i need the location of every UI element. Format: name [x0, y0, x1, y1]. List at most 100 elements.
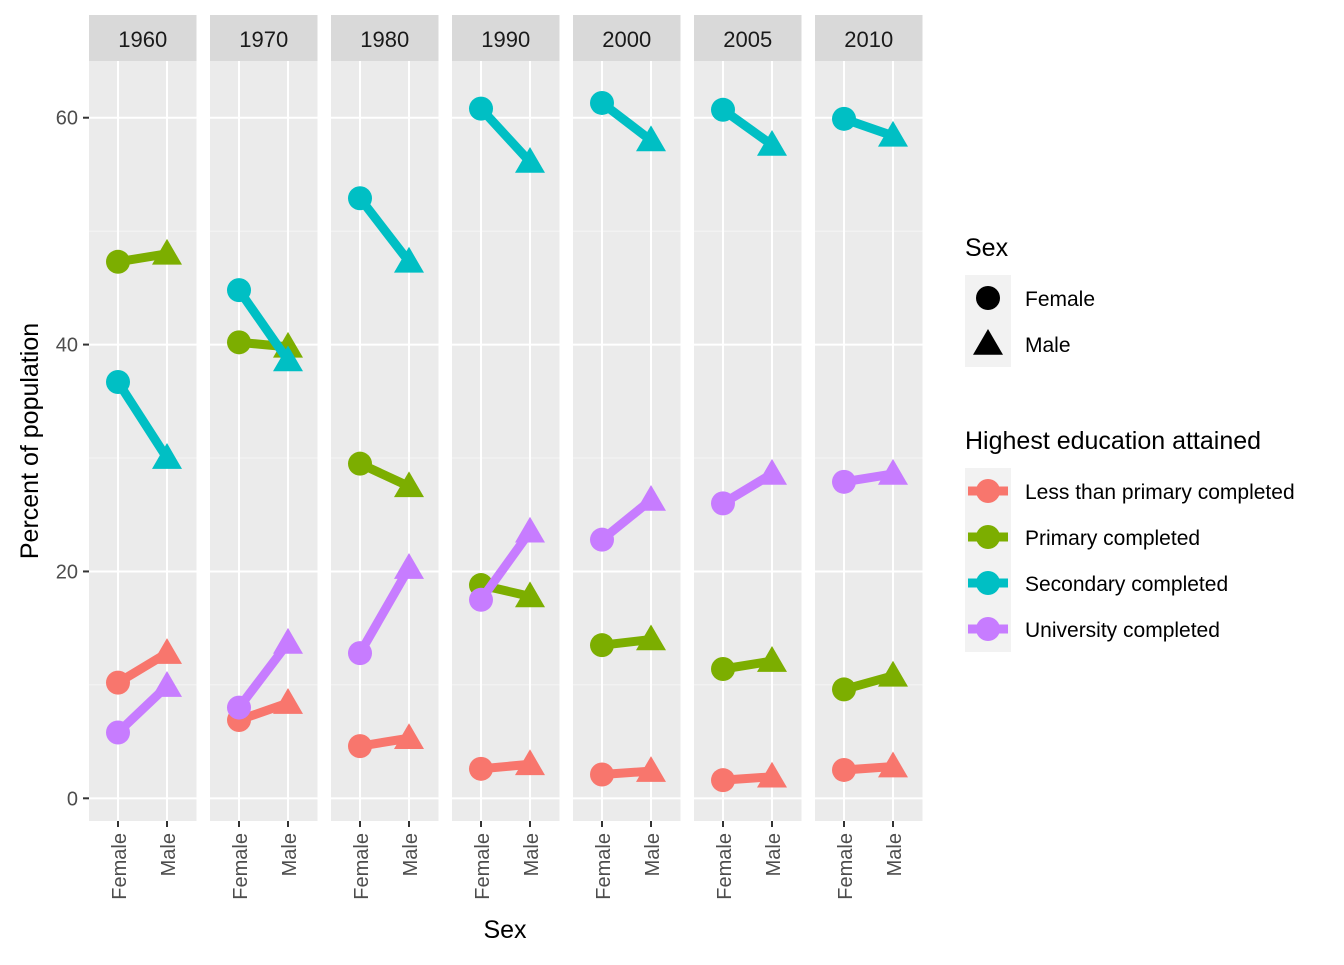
data-point-female — [832, 757, 856, 782]
panel-background — [452, 61, 560, 821]
facet-strip-2005 — [694, 15, 802, 61]
series-line — [477, 529, 534, 603]
data-point-female — [106, 249, 130, 274]
x-tick-label: Female — [714, 833, 736, 900]
x-tick-label: Female — [472, 833, 494, 900]
data-point-female — [469, 587, 493, 612]
legend-label: Female — [1025, 288, 1095, 311]
data-point-male — [878, 458, 908, 485]
y-tick-label: 40 — [56, 335, 78, 357]
data-point-female — [711, 491, 735, 516]
legend-key-male — [973, 329, 1003, 355]
data-point-male — [757, 761, 787, 788]
data-point-male — [636, 756, 666, 782]
data-point-male — [152, 443, 182, 469]
facet-panel-1980: 1980 Female Male — [331, 15, 439, 900]
facet-strip-2000 — [573, 15, 681, 61]
legend-label: University completed — [1025, 619, 1220, 642]
legend-key-point — [976, 571, 1000, 595]
facet-strip-label: 1970 — [239, 27, 288, 52]
color-legend: Highest education attained Less than prim… — [965, 427, 1295, 652]
data-point-female — [227, 278, 251, 303]
x-tick-label: Male — [400, 833, 422, 876]
data-point-female — [832, 469, 856, 494]
color-legend-title: Highest education attained — [965, 427, 1261, 455]
facet-strip-1990 — [452, 15, 560, 61]
data-point-female — [590, 527, 614, 552]
data-point-female — [227, 330, 251, 355]
facet-strip-label: 1960 — [118, 27, 167, 52]
panel-background — [573, 61, 681, 821]
facet-strip-1960 — [89, 15, 197, 61]
data-point-male — [757, 129, 787, 156]
legend-label: Male — [1025, 334, 1071, 357]
x-tick-label: Male — [763, 833, 785, 876]
data-point-male — [757, 458, 787, 485]
data-point-male — [152, 671, 182, 697]
data-point-female — [106, 670, 130, 695]
x-tick-label: Male — [642, 833, 664, 876]
data-point-male — [515, 146, 545, 173]
data-point-male — [515, 516, 545, 543]
x-tick-label: Male — [279, 833, 301, 876]
data-point-female — [348, 186, 372, 211]
shape-legend: Sex Female Male — [965, 234, 1095, 367]
legend-label: Less than primary completed — [1025, 481, 1295, 504]
y-tick-label: 60 — [56, 108, 78, 130]
data-point-male — [515, 581, 545, 608]
data-point-female — [469, 756, 493, 781]
data-point-male — [636, 125, 666, 152]
data-point-male — [636, 624, 666, 651]
facet-panel-1960: 1960 Female Male — [89, 15, 197, 900]
data-point-male — [878, 660, 908, 687]
y-tick-label: 0 — [67, 788, 78, 810]
panel-background — [331, 61, 439, 821]
facet-strip-label: 2005 — [723, 27, 772, 52]
y-axis-title: Percent of population — [16, 323, 44, 559]
legend-label: Primary completed — [1025, 527, 1200, 550]
x-tick-label: Female — [351, 833, 373, 900]
x-tick-label: Female — [230, 833, 252, 900]
series-line — [356, 195, 413, 265]
x-tick-label: Male — [158, 833, 180, 876]
facet-strip-label: 1980 — [360, 27, 409, 52]
data-point-male — [636, 484, 666, 511]
panel-background — [694, 61, 802, 821]
shape-legend-title: Sex — [965, 234, 1009, 262]
facet-panel-1990: 1990 Female Male — [452, 15, 560, 900]
facet-panel-1970: 1970 Female Male — [210, 15, 318, 900]
panel-background — [210, 61, 318, 821]
data-point-female — [348, 641, 372, 666]
series-line — [356, 565, 413, 656]
x-tick-label: Female — [109, 833, 131, 900]
legend-key-point — [976, 525, 1000, 549]
data-point-female — [106, 370, 130, 395]
facet-strip-1980 — [331, 15, 439, 61]
legend-key-female — [976, 286, 1000, 310]
data-point-female — [590, 90, 614, 115]
data-point-male — [878, 120, 908, 147]
data-point-female — [106, 720, 130, 745]
facet-strip-label: 2010 — [844, 27, 893, 52]
data-point-male — [757, 646, 787, 672]
data-point-male — [394, 723, 424, 749]
data-point-female — [227, 695, 251, 720]
data-point-male — [273, 627, 303, 654]
series-line — [235, 287, 292, 364]
facet-strip-1970 — [210, 15, 318, 61]
facet-panel-2005: 2005 Female Male — [694, 15, 802, 900]
data-point-male — [152, 638, 182, 664]
data-point-female — [469, 96, 493, 121]
data-point-female — [590, 762, 614, 787]
data-point-male — [273, 345, 303, 372]
data-point-female — [348, 734, 372, 759]
data-point-female — [832, 106, 856, 131]
x-axis-title: Sex — [483, 916, 527, 944]
x-tick-label: Female — [835, 833, 857, 900]
facet-panel-2000: 2000 Female Male — [573, 15, 681, 900]
legend-label: Secondary completed — [1025, 573, 1228, 596]
data-point-female — [711, 97, 735, 122]
data-point-female — [832, 677, 856, 702]
data-point-female — [711, 657, 735, 681]
